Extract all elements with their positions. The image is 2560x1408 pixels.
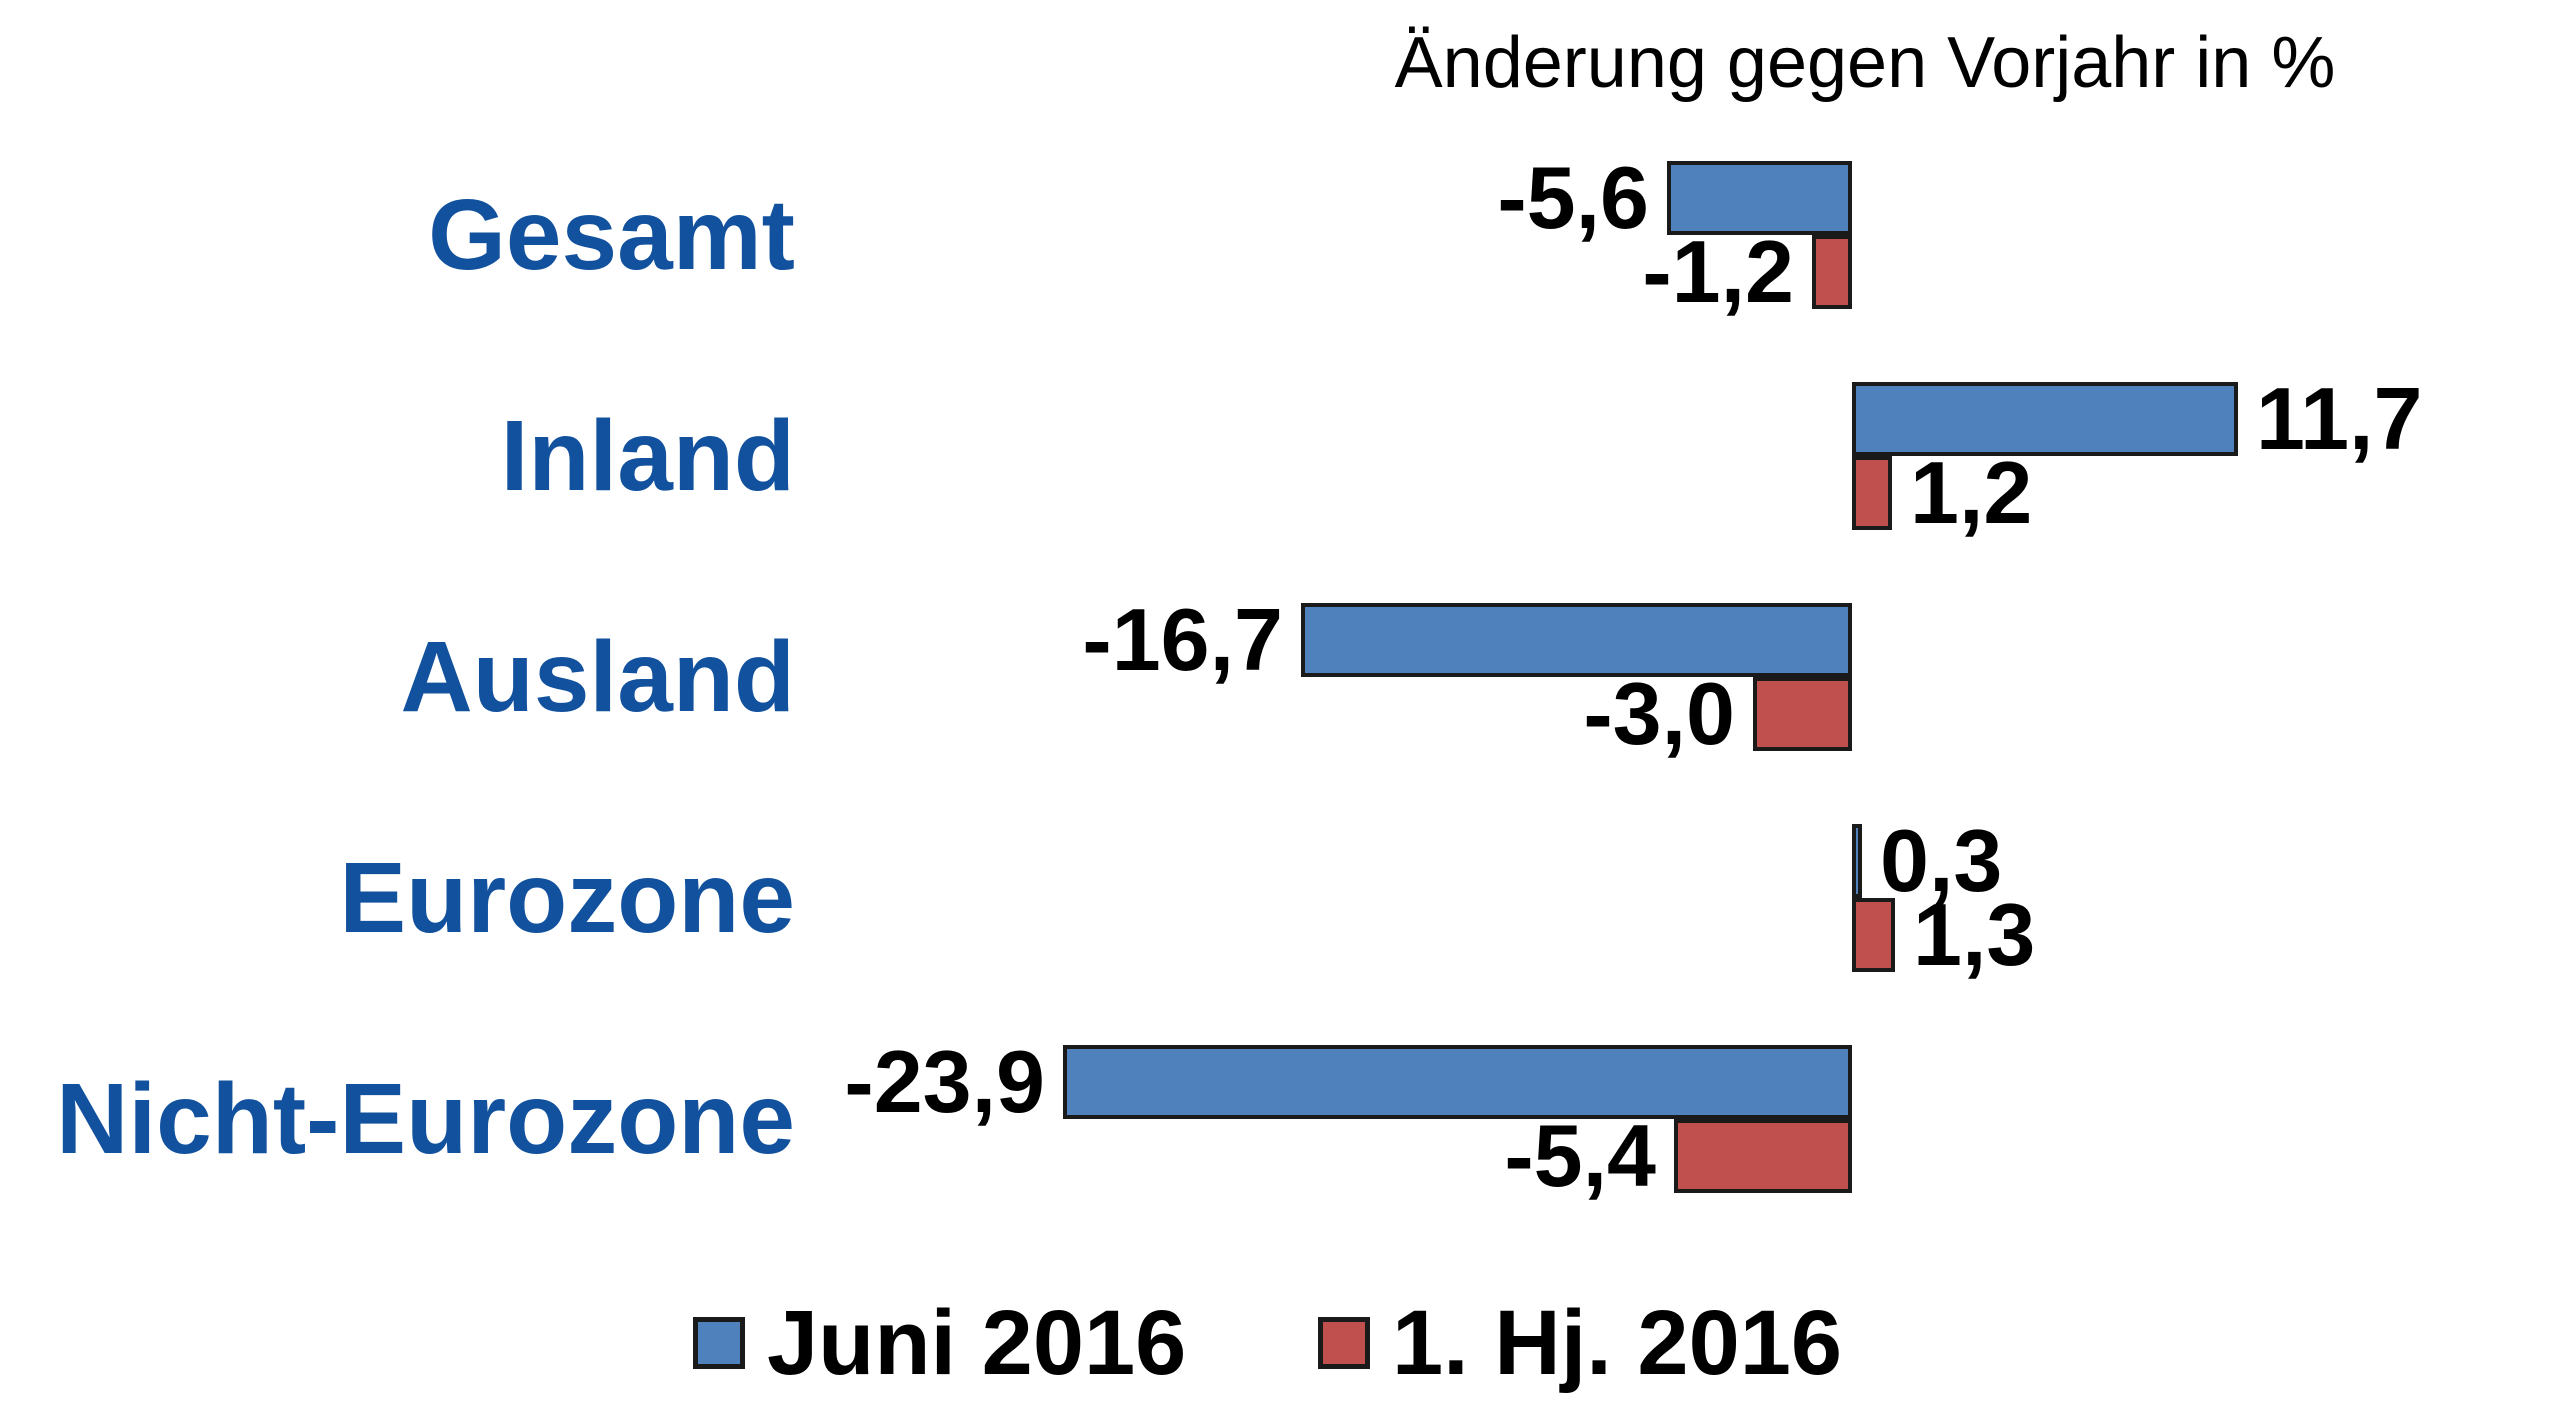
bar-1-hj-2016-gesamt (1812, 235, 1852, 309)
value-label-1-hj-2016-nicht-eurozone: -5,4 (1504, 1106, 1656, 1205)
legend-label-juni-2016: Juni 2016 (767, 1291, 1187, 1394)
category-label-nicht-eurozone: Nicht-Eurozone (56, 1062, 795, 1175)
bar-juni-2016-inland (1852, 382, 2238, 456)
category-label-gesamt: Gesamt (428, 178, 795, 291)
legend-item-1-hj-2016: 1. Hj. 2016 (1318, 1288, 1842, 1398)
value-label-1-hj-2016-inland: 1,2 (1910, 443, 2033, 542)
category-label-inland: Inland (500, 399, 795, 512)
value-label-juni-2016-gesamt: -5,6 (1497, 148, 1649, 247)
legend-swatch-juni-2016-icon (693, 1317, 745, 1369)
value-label-1-hj-2016-gesamt: -1,2 (1642, 222, 1794, 321)
bar-juni-2016-nicht-eurozone (1063, 1045, 1852, 1119)
category-label-ausland: Ausland (400, 620, 795, 733)
bar-juni-2016-gesamt (1667, 161, 1852, 235)
value-label-juni-2016-nicht-eurozone: -23,9 (844, 1032, 1045, 1131)
category-label-eurozone: Eurozone (339, 841, 795, 954)
value-label-juni-2016-inland: 11,7 (2256, 369, 2423, 468)
legend-label-1-hj-2016: 1. Hj. 2016 (1392, 1291, 1843, 1394)
bar-juni-2016-ausland (1301, 603, 1852, 677)
value-label-juni-2016-eurozone: 0,3 (1880, 811, 2003, 910)
bar-1-hj-2016-ausland (1753, 677, 1852, 751)
legend-swatch-1-hj-2016-icon (1318, 1317, 1370, 1369)
bar-juni-2016-eurozone (1852, 824, 1862, 898)
bar-1-hj-2016-nicht-eurozone (1674, 1119, 1852, 1193)
bar-1-hj-2016-inland (1852, 456, 1892, 530)
legend-item-juni-2016: Juni 2016 (693, 1288, 1186, 1398)
chart-title: Änderung gegen Vorjahr in % (1394, 23, 2336, 103)
value-label-1-hj-2016-ausland: -3,0 (1583, 664, 1735, 763)
bar-1-hj-2016-eurozone (1852, 898, 1895, 972)
value-label-1-hj-2016-eurozone: 1,3 (1913, 885, 2036, 984)
value-label-juni-2016-ausland: -16,7 (1082, 590, 1283, 689)
